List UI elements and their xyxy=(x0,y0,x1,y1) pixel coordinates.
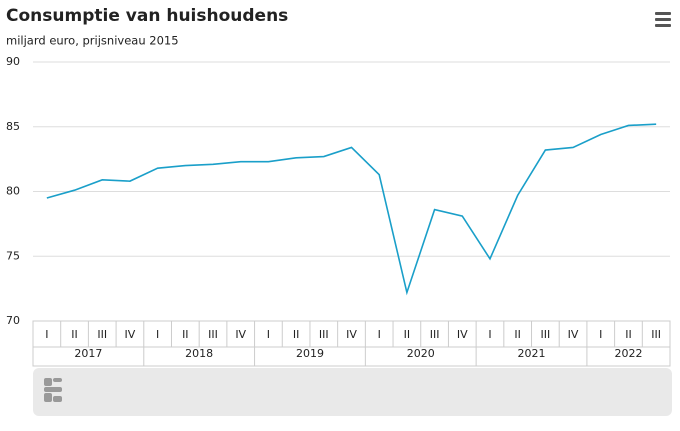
year-label: 2019 xyxy=(296,347,324,360)
logo xyxy=(44,378,62,402)
y-tick-label: 70 xyxy=(6,314,20,327)
x-tick-label: II xyxy=(625,328,632,341)
y-tick-label: 85 xyxy=(6,120,20,133)
x-tick-label: III xyxy=(541,328,551,341)
x-tick-label: II xyxy=(182,328,189,341)
x-tick-label: II xyxy=(404,328,411,341)
x-tick-label: IV xyxy=(125,328,136,341)
x-tick-label: I xyxy=(45,328,48,341)
x-tick-label: I xyxy=(156,328,159,341)
year-label: 2021 xyxy=(518,347,546,360)
line xyxy=(46,123,657,296)
x-tick-label: III xyxy=(97,328,107,341)
x-tick-label: IV xyxy=(568,328,579,341)
x-tick-label: III xyxy=(430,328,440,341)
x-tick-label: IV xyxy=(457,328,468,341)
x-tick-label: I xyxy=(378,328,381,341)
x-tick-label: III xyxy=(208,328,218,341)
chart-title: Consumptie van huishoudens xyxy=(6,6,288,26)
x-tick-label: IV xyxy=(346,328,357,341)
y-tick-label: 90 xyxy=(6,55,20,68)
x-tick-label: II xyxy=(71,328,78,341)
year-label: 2022 xyxy=(614,347,642,360)
year-label: 2018 xyxy=(185,347,213,360)
menu-button[interactable] xyxy=(655,12,671,27)
chart-subtitle: miljard euro, prijsniveau 2015 xyxy=(6,34,179,48)
year-label: 2017 xyxy=(74,347,102,360)
x-tick-label: IV xyxy=(235,328,246,341)
x-axis-band xyxy=(32,320,671,367)
x-tick-label: III xyxy=(319,328,329,341)
x-tick-label: III xyxy=(651,328,661,341)
x-tick-label: I xyxy=(488,328,491,341)
y-tick-label: 80 xyxy=(6,185,20,198)
year-label: 2020 xyxy=(407,347,435,360)
x-tick-label: I xyxy=(267,328,270,341)
x-tick-label: II xyxy=(293,328,300,341)
navigator-panel xyxy=(33,368,672,416)
y-tick-label: 75 xyxy=(6,249,20,262)
x-tick-label: I xyxy=(599,328,602,341)
x-tick-label: II xyxy=(514,328,521,341)
